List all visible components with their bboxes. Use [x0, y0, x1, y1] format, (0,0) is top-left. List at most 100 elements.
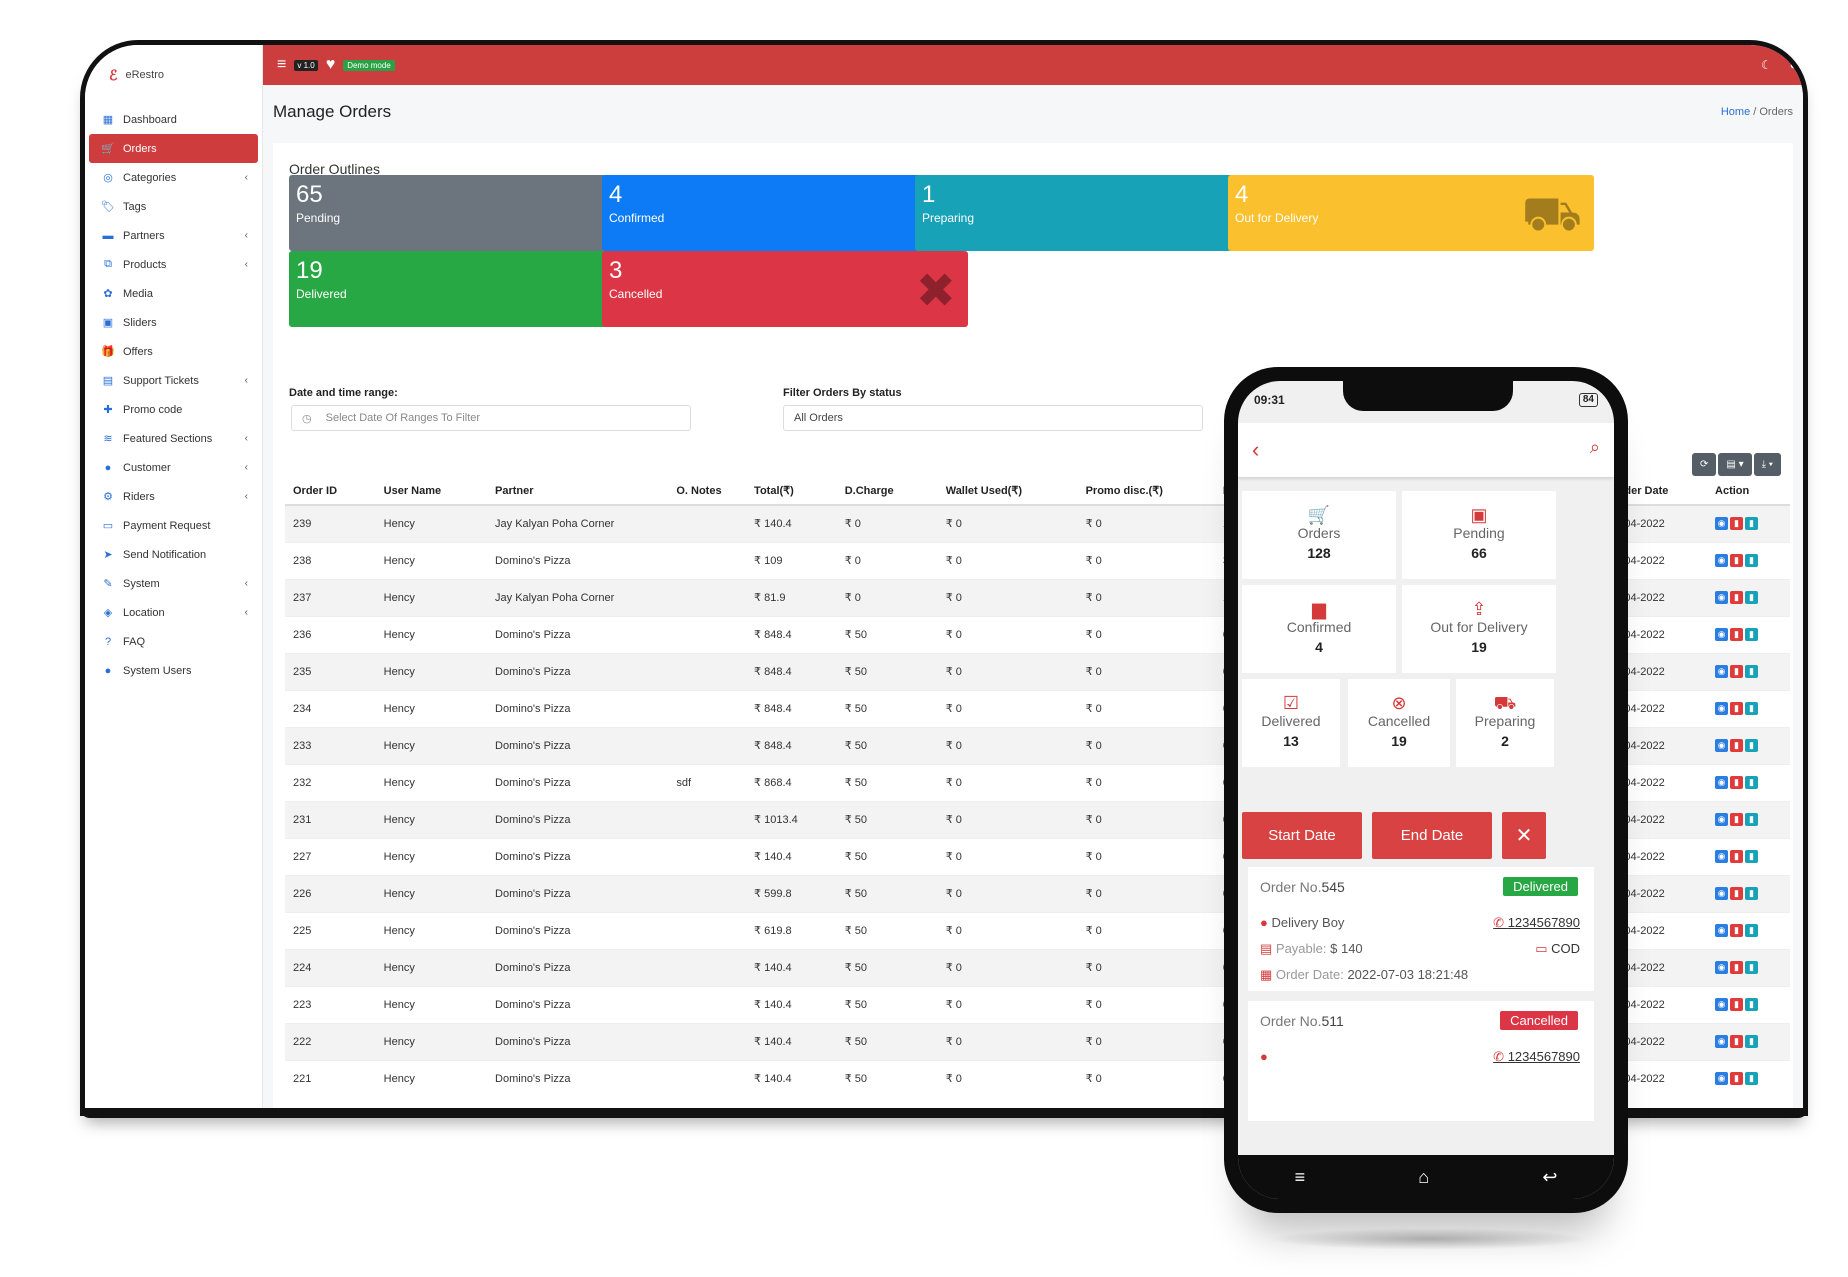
columns-icon[interactable]: ▤ ▾ — [1718, 453, 1752, 476]
delete-icon[interactable]: ▮ — [1730, 665, 1744, 678]
edit-icon[interactable]: ▮ — [1745, 813, 1759, 826]
sidebar-item-dashboard[interactable]: ▦ Dashboard — [89, 105, 258, 134]
delete-icon[interactable]: ▮ — [1730, 554, 1744, 567]
column-header[interactable]: D.Charge — [836, 477, 938, 506]
sidebar-item-sliders[interactable]: ▣ Sliders — [89, 308, 258, 337]
order-card[interactable]: Order No.511 Cancelled ● ✆ 1234567890 — [1248, 1001, 1594, 1121]
column-header[interactable]: Partner — [487, 477, 669, 506]
sidebar-item-categories[interactable]: ◎ Categories ‹ — [89, 163, 258, 192]
view-icon[interactable]: ◉ — [1715, 813, 1729, 826]
sidebar-item-location[interactable]: ◈ Location ‹ — [89, 598, 258, 627]
view-icon[interactable]: ◉ — [1715, 517, 1729, 531]
phone-tile-out-for-delivery[interactable]: ⇪ Out for Delivery 19 — [1402, 585, 1556, 673]
view-icon[interactable]: ◉ — [1715, 887, 1729, 900]
menu-icon[interactable]: ≡ — [1294, 1166, 1306, 1187]
view-icon[interactable]: ◉ — [1715, 739, 1729, 752]
search-icon[interactable]: ⌕ — [1589, 437, 1600, 457]
delete-icon[interactable]: ▮ — [1730, 1035, 1744, 1048]
delete-icon[interactable]: ▮ — [1730, 517, 1744, 531]
phone-tile-confirmed[interactable]: ▆ Confirmed 4 — [1242, 585, 1396, 673]
delete-icon[interactable]: ▮ — [1730, 776, 1744, 789]
order-card[interactable]: Order No.545 Delivered ● Delivery Boy ✆ 123… — [1248, 867, 1594, 991]
menu-toggle-icon[interactable]: ≡ — [277, 56, 287, 73]
edit-icon[interactable]: ▮ — [1745, 739, 1759, 752]
edit-icon[interactable]: ▮ — [1745, 554, 1759, 567]
stat-card-cancelled[interactable]: 3 Cancelled ✖ — [602, 251, 968, 327]
column-header[interactable]: O. Notes — [668, 477, 747, 506]
export-icon[interactable]: ⤓ ▾ — [1753, 453, 1781, 476]
back-icon[interactable]: ↩ — [1542, 1166, 1558, 1187]
column-header[interactable]: Wallet Used(₹) — [937, 477, 1078, 506]
date-range-input[interactable]: ◷ Select Date Of Ranges To Filter — [291, 405, 691, 431]
edit-icon[interactable]: ▮ — [1745, 924, 1759, 937]
view-icon[interactable]: ◉ — [1715, 1035, 1729, 1048]
end-date-button[interactable]: End Date — [1372, 812, 1492, 859]
phone-tile-orders[interactable]: 🛒 Orders 128 — [1242, 491, 1396, 579]
view-icon[interactable]: ◉ — [1715, 961, 1729, 974]
sidebar-item-payment-request[interactable]: ▭ Payment Request — [89, 511, 258, 540]
edit-icon[interactable]: ▮ — [1745, 1072, 1759, 1086]
home-icon[interactable]: ⌂ — [1418, 1166, 1430, 1187]
start-date-button[interactable]: Start Date — [1242, 812, 1362, 859]
view-icon[interactable]: ◉ — [1715, 924, 1729, 937]
delete-icon[interactable]: ▮ — [1730, 1072, 1744, 1086]
phone-number-link[interactable]: ✆ 1234567890 — [1493, 915, 1580, 931]
sidebar-item-tags[interactable]: 🏷 Tags — [89, 192, 258, 221]
edit-icon[interactable]: ▮ — [1745, 776, 1759, 789]
status-filter-select[interactable]: All Orders — [783, 405, 1203, 431]
delete-icon[interactable]: ▮ — [1730, 924, 1744, 937]
delete-icon[interactable]: ▮ — [1730, 591, 1744, 604]
view-icon[interactable]: ◉ — [1715, 665, 1729, 678]
sidebar-item-support-tickets[interactable]: ▤ Support Tickets ‹ — [89, 366, 258, 395]
view-icon[interactable]: ◉ — [1715, 850, 1729, 863]
dark-mode-icon[interactable]: ☾ — [1760, 58, 1772, 72]
sidebar-item-featured-sections[interactable]: ≋ Featured Sections ‹ — [89, 424, 258, 453]
edit-icon[interactable]: ▮ — [1745, 1035, 1759, 1048]
view-icon[interactable]: ◉ — [1715, 1072, 1729, 1086]
edit-icon[interactable]: ▮ — [1745, 961, 1759, 974]
back-arrow-icon[interactable]: ‹ — [1252, 437, 1260, 462]
edit-icon[interactable]: ▮ — [1745, 665, 1759, 678]
phone-tile-pending[interactable]: ▣ Pending 66 — [1402, 491, 1556, 579]
view-icon[interactable]: ◉ — [1715, 591, 1729, 604]
column-header[interactable]: Promo disc.(₹) — [1077, 477, 1215, 506]
clear-dates-icon[interactable]: ✕ — [1502, 812, 1546, 859]
view-icon[interactable]: ◉ — [1715, 554, 1729, 567]
phone-tile-delivered[interactable]: ☑ Delivered 13 — [1242, 679, 1340, 767]
phone-tile-cancelled[interactable]: ⊗ Cancelled 19 — [1348, 679, 1450, 767]
delete-icon[interactable]: ▮ — [1730, 961, 1744, 974]
edit-icon[interactable]: ▮ — [1745, 702, 1759, 715]
delete-icon[interactable]: ▮ — [1730, 850, 1744, 863]
refresh-icon[interactable]: ⟳ — [1691, 453, 1717, 476]
view-icon[interactable]: ◉ — [1715, 628, 1729, 641]
column-header[interactable]: Action — [1707, 477, 1790, 506]
sidebar-item-send-notification[interactable]: ➤ Send Notification — [89, 540, 258, 569]
sidebar-item-offers[interactable]: 🎁 Offers — [89, 337, 258, 366]
column-header[interactable]: der Date — [1616, 477, 1708, 506]
delete-icon[interactable]: ▮ — [1730, 998, 1744, 1011]
sidebar-item-promo-code[interactable]: ✚ Promo code — [89, 395, 258, 424]
edit-icon[interactable]: ▮ — [1745, 887, 1759, 900]
sidebar-item-partners[interactable]: ▬ Partners ‹ — [89, 221, 258, 250]
stat-card-out-for-delivery[interactable]: 4 Out for Delivery ⛟ — [1228, 175, 1594, 251]
sidebar-item-orders[interactable]: 🛒 Orders — [89, 134, 258, 163]
view-icon[interactable]: ◉ — [1715, 998, 1729, 1011]
sidebar-item-products[interactable]: ⧉ Products ‹ — [89, 250, 258, 279]
sidebar-item-riders[interactable]: ⚙ Riders ‹ — [89, 482, 258, 511]
delete-icon[interactable]: ▮ — [1730, 813, 1744, 826]
column-header[interactable]: Total(₹) — [746, 477, 837, 506]
column-header[interactable]: User Name — [375, 477, 488, 506]
sidebar-item-media[interactable]: ✿ Media — [89, 279, 258, 308]
phone-number-link[interactable]: ✆ 1234567890 — [1493, 1049, 1580, 1065]
edit-icon[interactable]: ▮ — [1745, 850, 1759, 863]
delete-icon[interactable]: ▮ — [1730, 628, 1744, 641]
delete-icon[interactable]: ▮ — [1730, 887, 1744, 900]
view-icon[interactable]: ◉ — [1715, 776, 1729, 789]
delete-icon[interactable]: ▮ — [1730, 702, 1744, 715]
view-icon[interactable]: ◉ — [1715, 702, 1729, 715]
delete-icon[interactable]: ▮ — [1730, 739, 1744, 752]
